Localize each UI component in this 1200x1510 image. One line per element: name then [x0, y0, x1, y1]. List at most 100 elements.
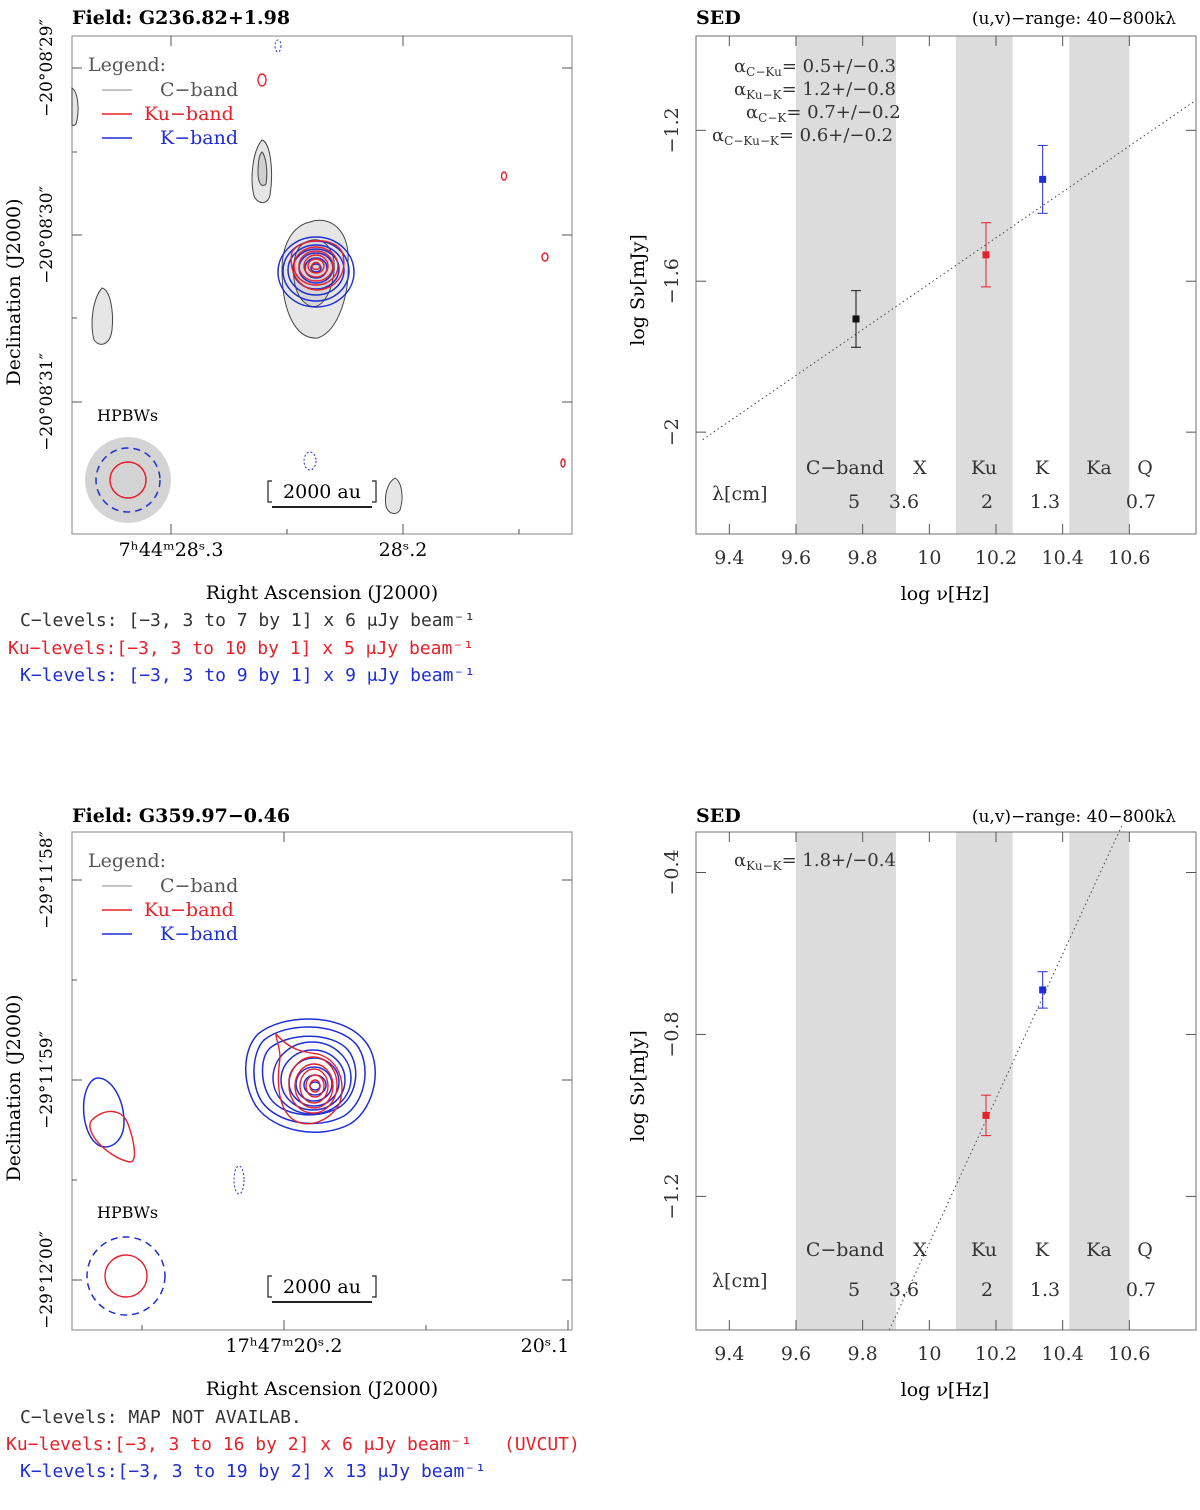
wavelength: 2: [981, 491, 993, 513]
wavelength: 3.6: [889, 491, 919, 513]
y-axis-label: Declination (J2000): [3, 994, 25, 1181]
map-field-title: Field: G236.82+1.98: [72, 7, 290, 29]
x-tick-label: 9.4: [714, 547, 744, 569]
alpha-row: αKu−K= 1.8+/−0.4: [734, 850, 896, 873]
wavelength: 0.7: [1126, 491, 1156, 513]
band-name: K: [1035, 457, 1050, 479]
band-shade: [796, 832, 896, 1330]
y-tick-label: −0.4: [661, 849, 683, 895]
map-panel-1: Field: G236.82+1.98 −20°08′29″ −20°08′30…: [3, 7, 573, 604]
map-frame: [71, 831, 573, 1331]
k-contour: [309, 1081, 321, 1091]
k-contour: [280, 1049, 346, 1111]
y-tick-label: −0.8: [661, 1011, 683, 1057]
band-name: Ka: [1086, 1239, 1112, 1261]
ku-contour: [299, 1068, 329, 1104]
wavelength: 5: [848, 1279, 860, 1301]
scale-bar-brackets: [267, 1275, 377, 1298]
legend-title: Legend:: [88, 54, 166, 76]
x-tick-label: 10.6: [1108, 547, 1150, 569]
x-axis-label: Right Ascension (J2000): [206, 582, 438, 604]
beam-ku: [109, 461, 147, 499]
alpha-row: αC−K= 0.7+/−0.2: [746, 102, 901, 125]
data-point-c: [851, 290, 861, 348]
k-contour: [82, 1077, 125, 1148]
map-field-title: Field: G359.97−0.46: [72, 805, 290, 827]
legend-ku-label: Ku−band: [144, 899, 234, 921]
c-levels: C−levels: [−3, 3 to 7 by 1] x 6 μJy beam…: [20, 610, 476, 631]
band-name: X: [913, 457, 927, 479]
c-contour: [257, 151, 268, 186]
sed-chart-2: SED (u,v)−range: 40−800kλ 9.4 9.6 9.8 10 10.…: [627, 805, 1197, 1401]
legend-title: Legend:: [88, 850, 166, 872]
ku-contour: [307, 258, 325, 274]
beam-k: [95, 447, 161, 513]
band-names: C−band X Ku K Ka Q: [806, 457, 1153, 479]
wavelength: 1.3: [1030, 1279, 1060, 1301]
ku-contour: [293, 246, 339, 286]
x-tick-label: 10: [917, 1343, 941, 1365]
sed-x-label: log ν[Hz]: [901, 1379, 990, 1401]
data-point-ku: [981, 222, 991, 288]
map-panel-2: Field: G359.97−0.46 −29°11′58″ −29°11′59…: [3, 805, 573, 1400]
beam-ku: [104, 1254, 148, 1298]
lambda-label: λ[cm]: [712, 1270, 768, 1292]
legend-c-label: C−band: [160, 79, 238, 101]
band-name: K: [1035, 1239, 1050, 1261]
wavelength: 2: [981, 1279, 993, 1301]
x-tick-label: 9.6: [781, 547, 811, 569]
band-names: C−band X Ku K Ka Q: [806, 1239, 1153, 1261]
ku-contour: [500, 171, 508, 181]
x-tick-label: 9.6: [781, 1343, 811, 1365]
alpha-labels: αKu−K= 1.8+/−0.4: [734, 850, 896, 873]
band-name: Ku: [971, 457, 997, 479]
scale-bar-label: 2000 au: [283, 1276, 361, 1298]
wavelengths: 5 3.6 2 1.3 0.7: [848, 1279, 1156, 1301]
band-name: C−band: [806, 1239, 884, 1261]
k-contour: [310, 263, 322, 273]
scale-bar-brackets: [267, 480, 377, 503]
c-contour: [91, 287, 113, 345]
x-tick-label: 10: [917, 547, 941, 569]
hpbw-label: HPBWs: [97, 1203, 158, 1222]
ku-contour: [311, 261, 321, 271]
dec-tick-label: −20°08′31″: [37, 353, 57, 451]
point-marker: [1039, 175, 1047, 183]
ku-contour: [89, 1110, 136, 1163]
k-contour: [272, 1041, 352, 1115]
k-neg-contour: [303, 451, 317, 471]
ku-contour: [257, 73, 267, 87]
ku-band-contours: [89, 1032, 343, 1298]
uv-range: (u,v)−range: 40−800kλ: [972, 9, 1176, 29]
band-name: Q: [1137, 457, 1153, 479]
ra-tick-label: 20ˢ.1: [521, 1335, 570, 1357]
wavelength: 5: [848, 491, 860, 513]
x-tick-label: 9.8: [848, 1343, 878, 1365]
map-frame: [71, 35, 573, 535]
ku-contour: [298, 250, 334, 282]
wavelength: 0.7: [1126, 1279, 1156, 1301]
k-band-contours: [82, 1018, 376, 1316]
point-marker: [852, 315, 860, 323]
point-marker: [1039, 986, 1047, 994]
beam-c: [85, 437, 171, 523]
y-axis-label: Declination (J2000): [3, 198, 25, 385]
k-contour: [287, 244, 345, 296]
ra-tick-label: 7ʰ44ᵐ28ˢ.3: [119, 539, 224, 561]
x-tick-label: 10.2: [975, 547, 1017, 569]
k-levels: K−levels: [−3, 3 to 9 by 1] x 9 μJy beam…: [20, 665, 476, 686]
ku-contour: [294, 1063, 334, 1109]
ku-levels-note: (UVCUT): [504, 1434, 580, 1455]
y-tick-label: −2: [661, 418, 683, 446]
k-contour: [292, 248, 340, 290]
alpha-row: αC−Ku= 0.5+/−0.3: [734, 56, 896, 79]
ku-contour: [309, 1079, 321, 1093]
legend-c-label: C−band: [160, 875, 238, 897]
x-tick-label: 10.4: [1042, 547, 1084, 569]
band-name: Ku: [971, 1239, 997, 1261]
band-name: Q: [1137, 1239, 1153, 1261]
dec-tick-label: −29°12′00″: [37, 1231, 57, 1329]
ku-contour: [288, 1056, 338, 1114]
y-tick-label: −1.2: [661, 1173, 683, 1219]
wavelengths: 5 3.6 2 1.3 0.7: [848, 491, 1156, 513]
